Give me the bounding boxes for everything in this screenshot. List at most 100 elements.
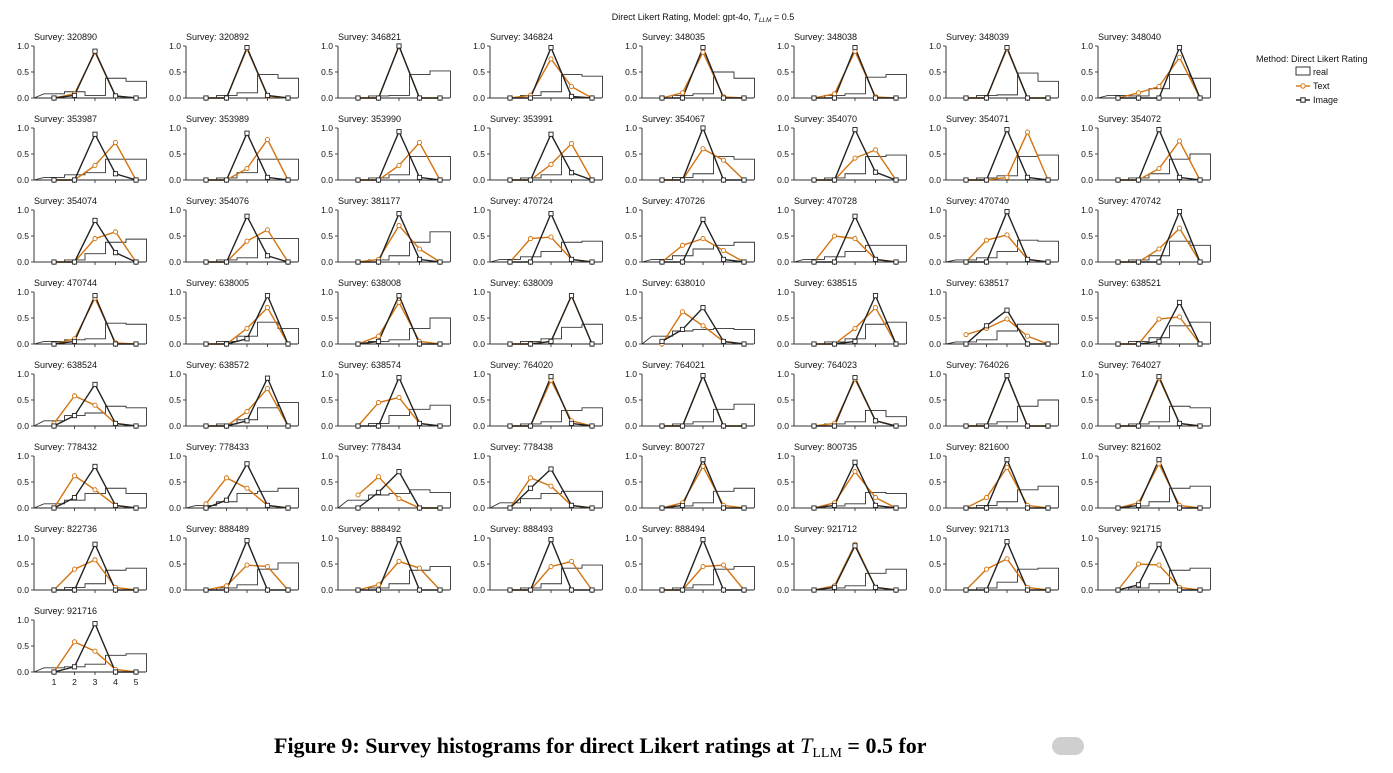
y-tick-label: 0.0 xyxy=(929,257,941,267)
image-point xyxy=(1135,423,1142,429)
image-point xyxy=(659,423,665,429)
real-histogram xyxy=(490,564,603,591)
y-tick-label: 0.0 xyxy=(929,421,941,431)
panel-638009: Survey: 638009 0.0 0.5 1.0 xyxy=(473,278,603,349)
y-tick-label: 0.0 xyxy=(1081,339,1093,349)
y-tick-label: 1.0 xyxy=(777,369,789,379)
image-point xyxy=(416,95,423,101)
image-point xyxy=(872,293,879,299)
panel-821602: Survey: 821602 0.0 0.5 1.0 xyxy=(1081,442,1211,513)
y-tick-label: 1.0 xyxy=(777,451,789,461)
y-tick-label: 0.0 xyxy=(17,175,29,185)
y-tick-label: 0.0 xyxy=(777,339,789,349)
image-point xyxy=(133,669,139,675)
y-tick-label: 0.0 xyxy=(321,503,333,513)
image-series-line xyxy=(54,218,137,263)
image-series-line xyxy=(53,465,137,509)
y-tick-label: 0.5 xyxy=(169,313,181,323)
image-point xyxy=(893,341,899,347)
text-point xyxy=(1156,166,1162,172)
panel-778434: Survey: 778434 0.0 0.5 1.0 xyxy=(321,442,451,513)
image-point xyxy=(527,423,534,429)
text-point xyxy=(568,84,575,90)
image-point xyxy=(416,505,423,511)
real-histogram xyxy=(793,244,907,263)
text-series-line xyxy=(53,640,137,673)
image-point xyxy=(355,505,361,511)
image-point xyxy=(244,461,250,467)
real-histogram xyxy=(34,567,147,591)
image-series-line xyxy=(53,621,136,673)
image-point xyxy=(223,423,230,429)
image-point xyxy=(355,259,361,265)
y-tick-label: 0.5 xyxy=(777,477,789,487)
panel-title: Survey: 638005 xyxy=(186,278,249,288)
image-point xyxy=(527,177,534,183)
real-histogram xyxy=(642,71,755,99)
text-point xyxy=(244,325,250,331)
y-tick-label: 0.0 xyxy=(777,257,789,267)
y-tick-label: 0.0 xyxy=(777,93,789,103)
text-point xyxy=(375,582,382,588)
image-point xyxy=(852,127,858,133)
real-histogram xyxy=(642,156,755,181)
image-point xyxy=(548,537,554,543)
y-tick-label: 1.0 xyxy=(17,369,29,379)
text-point xyxy=(396,299,402,305)
y-tick-label: 0.5 xyxy=(17,67,29,77)
image-point xyxy=(1024,174,1031,180)
image-point xyxy=(720,587,727,593)
panel-921716: Survey: 921716 0.0 0.5 1.0 1 2 3 4 5 xyxy=(17,606,147,687)
legend-title: Method: Direct Likert Rating xyxy=(1256,54,1368,64)
real-histogram xyxy=(794,154,907,181)
image-point xyxy=(1156,95,1162,101)
image-point xyxy=(375,177,382,183)
image-point xyxy=(589,341,595,347)
image-point xyxy=(893,177,899,183)
image-point xyxy=(589,587,595,593)
y-tick-label: 0.0 xyxy=(17,257,29,267)
image-point xyxy=(244,130,250,136)
watermark-icon xyxy=(1052,737,1084,755)
legend-real-swatch xyxy=(1295,66,1311,76)
y-tick-label: 1.0 xyxy=(473,451,485,461)
image-point xyxy=(1197,177,1203,183)
panel-title: Survey: 353991 xyxy=(490,114,553,124)
real-histogram xyxy=(946,72,1059,99)
image-point xyxy=(1156,457,1162,463)
text-point xyxy=(831,233,838,239)
text-series-line xyxy=(358,44,440,99)
panel-title: Survey: 778434 xyxy=(338,442,401,452)
y-tick-label: 0.5 xyxy=(929,559,941,569)
image-point xyxy=(700,457,706,463)
image-point xyxy=(700,373,706,379)
panel-638524: Survey: 638524 0.0 0.5 1.0 xyxy=(17,360,147,431)
text-point xyxy=(264,136,271,142)
panel-764026: Survey: 764026 0.0 0.5 1.0 xyxy=(929,360,1059,431)
image-point xyxy=(92,463,98,469)
text-point xyxy=(679,242,686,248)
y-tick-label: 0.0 xyxy=(625,257,637,267)
image-point xyxy=(264,174,271,180)
image-point xyxy=(1135,341,1142,347)
image-point xyxy=(852,543,858,549)
text-point xyxy=(527,475,534,481)
y-tick-label: 1.0 xyxy=(17,287,29,297)
panel-800727: Survey: 800727 0.0 0.5 1.0 xyxy=(625,442,755,513)
real-histogram xyxy=(794,74,907,99)
panel-title: Survey: 348040 xyxy=(1098,32,1161,42)
y-tick-label: 0.0 xyxy=(929,175,941,185)
y-tick-label: 0.5 xyxy=(1081,559,1093,569)
text-point xyxy=(375,333,382,339)
panel-821600: Survey: 821600 0.0 0.5 1.0 xyxy=(929,442,1059,513)
real-histogram xyxy=(186,158,299,181)
y-tick-label: 0.5 xyxy=(1081,313,1093,323)
image-point xyxy=(1156,374,1162,380)
y-tick-label: 1.0 xyxy=(929,369,941,379)
y-tick-label: 0.0 xyxy=(1081,93,1093,103)
figure-title: Direct Likert Rating, Model: gpt-4o, TLL… xyxy=(612,12,795,24)
image-point xyxy=(1176,174,1183,180)
y-tick-label: 0.5 xyxy=(1081,67,1093,77)
y-tick-label: 1.0 xyxy=(321,205,333,215)
real-histogram xyxy=(33,77,147,99)
